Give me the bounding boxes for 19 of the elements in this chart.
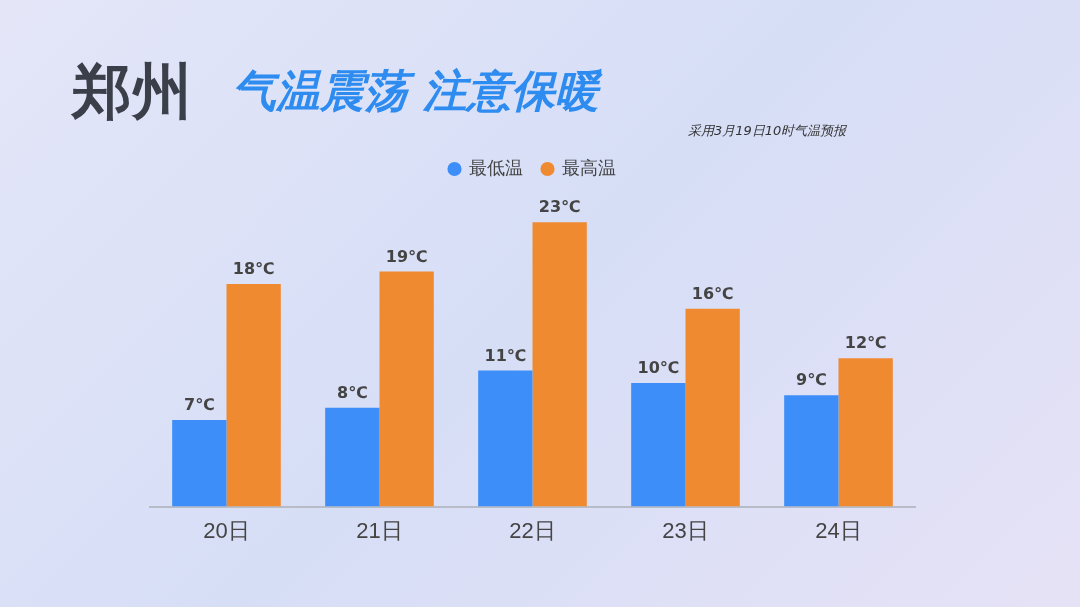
legend-label: 最低温	[468, 157, 523, 178]
data-label: 8℃	[337, 382, 368, 402]
x-tick-label: 23日	[662, 517, 709, 543]
data-label: 19℃	[385, 246, 428, 266]
data-label: 18℃	[232, 259, 275, 279]
data-label: 11℃	[484, 345, 527, 365]
x-tick-label: 24日	[815, 517, 862, 543]
data-label: 7℃	[184, 395, 215, 415]
data-label: 10℃	[637, 358, 680, 378]
data-label: 9℃	[796, 370, 827, 390]
x-tick-label: 22日	[509, 517, 556, 543]
data-label: 23℃	[538, 197, 581, 217]
text: 采用3月19日10时气温预报	[688, 122, 847, 140]
x-tick-label: 21日	[356, 517, 403, 543]
chart-title: 郑州	[72, 55, 192, 128]
x-tick-label: 20日	[203, 517, 250, 543]
data-label: 16℃	[691, 283, 734, 303]
data-label: 12℃	[844, 333, 887, 353]
legend-label: 最高温	[561, 157, 616, 178]
